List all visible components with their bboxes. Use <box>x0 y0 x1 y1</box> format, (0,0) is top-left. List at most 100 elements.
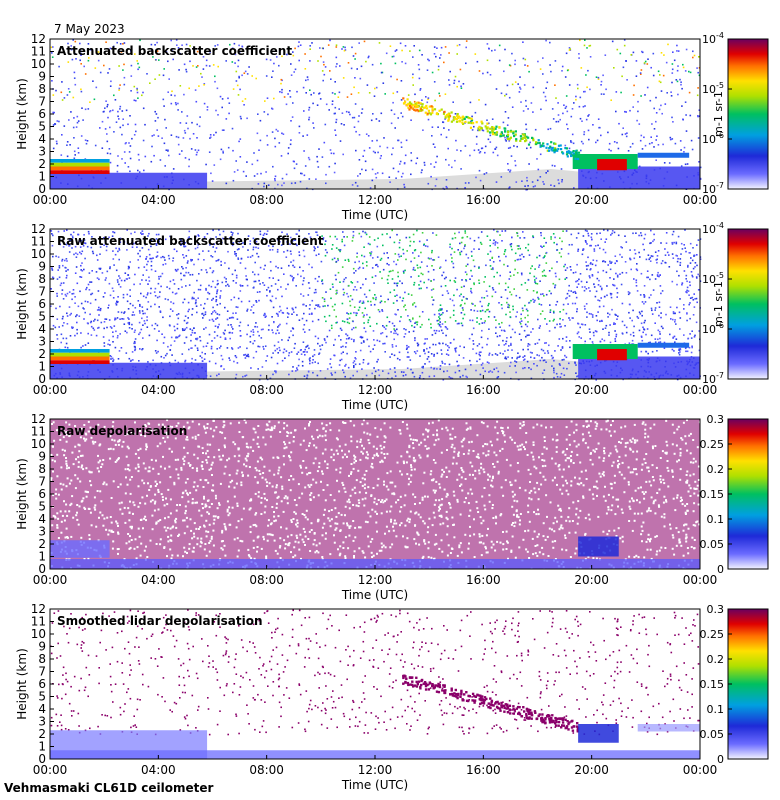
signal-point <box>674 142 677 145</box>
signal-point <box>418 377 421 379</box>
signal-point <box>444 118 446 120</box>
signal-point <box>405 328 407 331</box>
signal-point <box>493 275 495 278</box>
signal-point <box>603 93 605 95</box>
signal-point <box>454 277 457 279</box>
signal-point <box>128 142 130 144</box>
signal-point <box>507 306 509 308</box>
signal-point <box>177 288 180 290</box>
signal-point <box>129 302 132 305</box>
signal-point <box>448 52 450 54</box>
signal-point <box>509 271 511 273</box>
signal-point <box>313 354 316 356</box>
signal-point <box>55 307 57 310</box>
signal-point <box>84 311 86 314</box>
cloud-point <box>455 120 459 123</box>
signal-point <box>542 91 545 94</box>
signal-point <box>153 328 156 330</box>
signal-point <box>109 110 112 112</box>
signal-point <box>110 327 113 329</box>
cloud-point <box>512 132 515 135</box>
signal-point <box>608 334 610 336</box>
signal-point <box>440 46 443 49</box>
signal-point <box>99 267 102 270</box>
signal-point <box>407 293 410 295</box>
signal-point <box>221 281 224 284</box>
signal-point <box>221 106 223 109</box>
signal-point <box>545 99 547 102</box>
signal-point <box>212 270 215 272</box>
signal-point <box>168 361 171 364</box>
signal-point <box>584 308 586 310</box>
signal-point <box>450 253 452 256</box>
signal-point <box>544 342 546 344</box>
signal-point <box>604 295 606 298</box>
signal-point <box>267 286 270 289</box>
signal-point <box>139 39 141 42</box>
signal-point <box>456 288 458 291</box>
signal-point <box>371 276 374 279</box>
signal-point <box>194 332 196 334</box>
cloud-point <box>420 105 424 108</box>
signal-point <box>522 41 524 43</box>
signal-point <box>659 341 662 343</box>
signal-point <box>665 61 668 64</box>
signal-point <box>408 331 410 333</box>
signal-point <box>549 64 551 66</box>
signal-point <box>552 118 555 120</box>
signal-point <box>554 165 556 167</box>
signal-point <box>460 293 462 296</box>
signal-point <box>395 332 397 335</box>
signal-point <box>317 318 320 321</box>
signal-point <box>338 335 340 337</box>
signal-point <box>329 70 331 72</box>
surface-layer-evening <box>578 356 700 379</box>
signal-point <box>255 322 257 324</box>
signal-point <box>313 246 315 248</box>
signal-point <box>212 311 214 313</box>
signal-point <box>680 242 683 245</box>
cloud-point <box>443 110 446 113</box>
signal-point <box>361 168 363 171</box>
signal-point <box>644 60 647 63</box>
signal-point <box>641 148 644 150</box>
signal-point <box>511 349 513 351</box>
x-tick-label: 00:00 <box>33 383 68 397</box>
signal-point <box>329 358 332 360</box>
signal-point <box>131 243 134 246</box>
signal-point <box>199 288 202 291</box>
signal-point <box>326 335 329 338</box>
signal-point <box>297 364 300 367</box>
signal-point <box>66 292 69 295</box>
signal-point <box>410 260 412 263</box>
signal-point <box>239 50 241 53</box>
signal-point <box>246 347 248 350</box>
signal-point <box>302 86 305 89</box>
signal-point <box>534 279 536 281</box>
signal-point <box>685 350 687 353</box>
signal-point <box>613 231 616 234</box>
signal-point <box>320 55 322 58</box>
signal-point <box>99 309 102 312</box>
signal-point <box>263 185 265 188</box>
signal-point <box>103 64 105 67</box>
signal-point <box>697 137 700 139</box>
signal-point <box>676 260 679 263</box>
signal-point <box>414 339 416 342</box>
y-tick-label: 8 <box>38 82 46 96</box>
signal-point <box>327 304 329 307</box>
signal-point <box>336 321 338 324</box>
signal-point <box>323 141 326 144</box>
signal-point <box>488 362 490 364</box>
signal-point <box>405 348 408 350</box>
signal-point <box>367 363 369 365</box>
cloud-point <box>461 115 464 118</box>
signal-point <box>587 264 590 267</box>
signal-point <box>115 247 117 250</box>
signal-point <box>307 344 309 347</box>
colorbar-tick-label: 10-7 <box>702 181 724 196</box>
signal-point <box>470 290 472 292</box>
signal-point <box>444 46 447 48</box>
signal-point <box>62 282 65 284</box>
signal-point <box>642 326 644 329</box>
